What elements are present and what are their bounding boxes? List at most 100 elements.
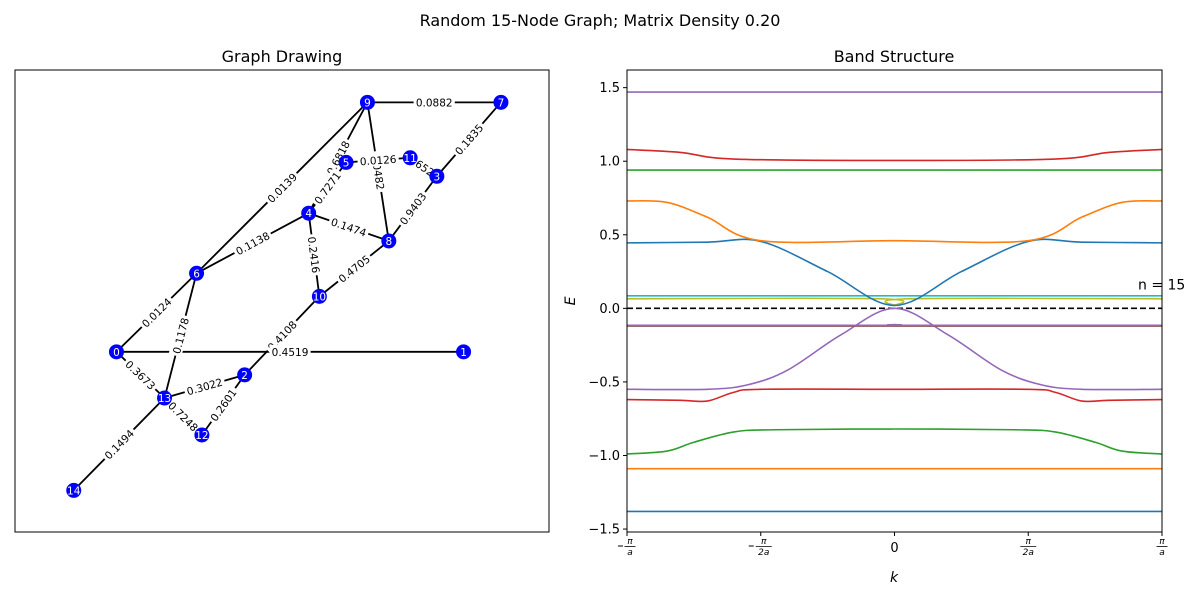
band-y-tick-label: −1.0 xyxy=(588,449,620,464)
graph-node-0: 0 xyxy=(108,344,124,360)
graph-node-label: 12 xyxy=(195,430,208,442)
edge-label-text: 0.0126 xyxy=(359,154,397,169)
edge-label-text: 0.0139 xyxy=(265,171,299,205)
band-y-axis-label: E xyxy=(563,296,579,305)
tick-numerator: π xyxy=(761,537,767,547)
edge-label-text: 0.4519 xyxy=(272,347,309,359)
band-y-tick-label: 0.5 xyxy=(599,228,620,243)
edge-label-text: 0.1494 xyxy=(103,427,138,462)
edge-label-text: 0.3673 xyxy=(122,359,157,393)
edge-label-9-7: 0.0882 xyxy=(413,95,455,109)
edge-label-background xyxy=(269,344,311,358)
tick-denominator: a xyxy=(627,548,633,558)
edge-label-text: 0.2416 xyxy=(305,236,322,274)
edge-label-6-13: 0.1178 xyxy=(168,313,192,358)
tick-text: 0 xyxy=(890,541,898,556)
edge-label-4-8: 0.1474 xyxy=(327,213,371,240)
graph-node-6: 6 xyxy=(189,265,205,281)
graph-node-label: 1 xyxy=(460,347,467,359)
band-y-tick-label: 0.0 xyxy=(599,302,620,317)
band-line-2 xyxy=(627,428,1162,455)
graph-node-marker xyxy=(311,288,327,304)
graph-node-10: 10 xyxy=(311,288,327,304)
graph-node-8: 8 xyxy=(381,233,397,249)
edge-label-background xyxy=(327,213,371,240)
graph-node-11: 11 xyxy=(402,150,418,166)
band-line-7 xyxy=(627,297,1162,307)
band-x-tick-label: 0 xyxy=(890,541,898,556)
edge-label-6-0: 0.0124 xyxy=(136,293,176,332)
graph-node-1: 1 xyxy=(456,344,472,360)
graph-node-marker xyxy=(237,367,253,383)
edge-label-text: 0.1138 xyxy=(234,230,272,258)
graph-node-marker xyxy=(381,233,397,249)
band-y-ticks: −1.5 −1.0 −0.5 0.0 0.5 1.0 1.5 xyxy=(588,81,627,538)
tick-numerator: π xyxy=(1026,537,1032,547)
edge-label-background xyxy=(309,167,345,208)
graph-node-label: 8 xyxy=(385,236,392,248)
band-line-9 xyxy=(627,238,1162,307)
edge-label-9-6: 0.0139 xyxy=(262,168,301,207)
graph-node-label: 11 xyxy=(403,153,416,165)
graph-node-9: 9 xyxy=(359,94,375,110)
band-y-tick-label: −1.5 xyxy=(588,523,620,538)
edge-label-background xyxy=(262,168,301,207)
band-x-tick-label: π2a xyxy=(1020,537,1037,558)
figure-suptitle: Random 15-Node Graph; Matrix Density 0.2… xyxy=(420,11,781,30)
graph-node-label: 4 xyxy=(305,208,312,220)
edge-label-text: 0.1835 xyxy=(453,122,486,158)
band-annotation: n = 15 xyxy=(1138,278,1185,294)
graph-node-label: 9 xyxy=(364,97,371,109)
edge-label-background xyxy=(99,424,138,464)
band-line-12 xyxy=(627,148,1162,162)
graph-node-label: 5 xyxy=(343,157,350,169)
edge-label-3-8: 0.9403 xyxy=(394,187,430,229)
band-axes-frame xyxy=(626,69,1163,533)
edge-label-background xyxy=(413,95,455,109)
edge-label-background xyxy=(231,227,274,259)
edge-label-background xyxy=(121,355,161,394)
tick-denominator: 2a xyxy=(758,548,769,558)
edge-label-text: 0.0124 xyxy=(140,296,175,331)
edge-label-background xyxy=(394,187,430,229)
band-x-tick-label: π2a xyxy=(748,537,772,558)
graph-node-7: 7 xyxy=(493,94,509,110)
edge-label-0-13: 0.3673 xyxy=(121,355,161,394)
graph-node-label: 6 xyxy=(193,268,200,280)
band-y-tick-label: −0.5 xyxy=(588,375,620,390)
tick-denominator: a xyxy=(1159,548,1165,558)
graph-edges xyxy=(73,101,502,492)
edge-label-13-2: 0.3022 xyxy=(182,374,227,398)
graph-node-label: 14 xyxy=(67,485,81,497)
graph-node-marker xyxy=(108,344,124,360)
band-structure-title: Band Structure xyxy=(834,47,955,66)
band-lines xyxy=(627,91,1162,513)
band-x-axis-label: k xyxy=(890,570,899,586)
graph-node-5: 5 xyxy=(338,154,354,170)
graph-node-2: 2 xyxy=(237,367,253,383)
graph-node-marker xyxy=(194,427,210,443)
edge-label-background xyxy=(164,397,203,436)
graph-node-label: 7 xyxy=(498,97,505,109)
edge-label-background xyxy=(333,250,374,287)
band-y-tick-label: 1.0 xyxy=(599,155,620,170)
band-line-3 xyxy=(627,388,1162,403)
tick-numerator: π xyxy=(1159,537,1165,547)
graph-node-label: 13 xyxy=(158,393,171,405)
edge-label-13-14: 0.1494 xyxy=(99,424,138,464)
graph-node-marker xyxy=(338,154,354,170)
band-line-4 xyxy=(627,307,1162,391)
band-x-tick-label: πa xyxy=(618,537,636,558)
edge-label-7-3: 0.1835 xyxy=(450,119,487,159)
graph-axes-frame xyxy=(14,69,550,533)
graph-node-14: 14 xyxy=(66,482,82,498)
band-x-tick-label: πa xyxy=(1156,537,1168,558)
edge-label-5-11: 0.0126 xyxy=(357,151,400,169)
graph-node-label: 0 xyxy=(113,347,120,359)
graph-node-4: 4 xyxy=(301,205,317,221)
edge-label-4-10: 0.2416 xyxy=(305,233,324,276)
